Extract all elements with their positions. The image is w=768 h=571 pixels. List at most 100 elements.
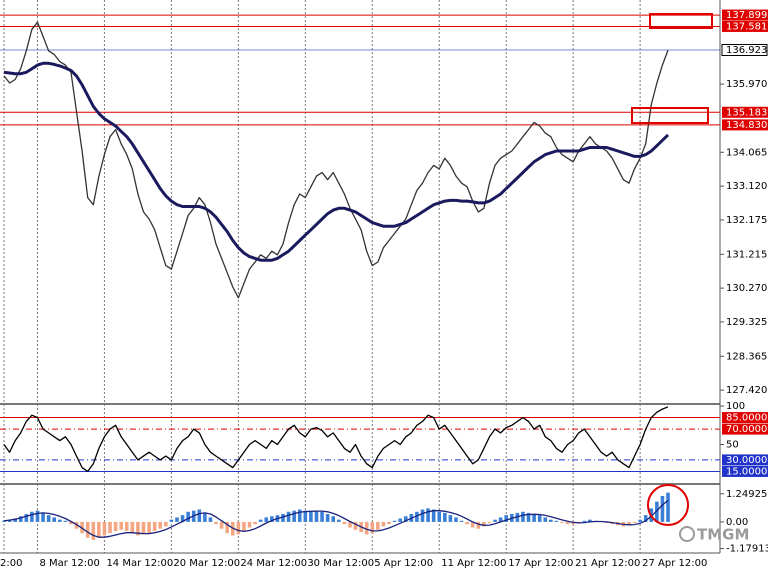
- histogram-bar: [459, 520, 464, 522]
- histogram-bar: [364, 521, 369, 535]
- histogram-bar: [532, 514, 536, 522]
- level-label: 134.830: [726, 120, 767, 131]
- y-tick-label: 0.00: [726, 517, 748, 528]
- histogram-bar: [376, 521, 380, 530]
- level-label-bg: [722, 119, 768, 131]
- level-label-bg: [722, 20, 768, 32]
- histogram-bar: [331, 516, 336, 522]
- histogram-bar: [286, 511, 291, 522]
- histogram-bar: [381, 521, 386, 527]
- histogram-bar: [113, 521, 118, 531]
- y-tick-label: 131.215: [726, 249, 767, 260]
- histogram-bar: [314, 510, 319, 522]
- x-tick-label: 30 Mar 12:00: [307, 558, 374, 569]
- histogram-bar: [270, 516, 274, 522]
- highlight-circle: [647, 484, 689, 526]
- level-label-bg: [722, 423, 768, 435]
- histogram-bar: [560, 521, 564, 524]
- histogram-bar: [219, 521, 224, 529]
- histogram-bar: [387, 521, 391, 525]
- histogram-bar: [660, 496, 665, 522]
- histogram-bar: [582, 520, 587, 522]
- histogram-bar: [18, 516, 23, 522]
- histogram-bar: [487, 521, 492, 524]
- histogram-bar: [13, 518, 17, 522]
- histogram-bar: [292, 510, 296, 522]
- histogram-bar: [164, 521, 168, 527]
- histogram-bar: [242, 521, 246, 531]
- histogram-bar: [521, 511, 525, 522]
- histogram-bar: [666, 492, 670, 522]
- histogram-bar: [130, 521, 135, 534]
- histogram-bar: [186, 511, 190, 522]
- histogram-bar: [309, 511, 313, 522]
- level-label-bg: [722, 412, 768, 424]
- histogram-bar: [152, 521, 157, 531]
- y-tick-label: 100: [726, 401, 745, 412]
- histogram-bar: [398, 518, 402, 522]
- histogram-bar: [58, 519, 62, 522]
- histogram-bar: [147, 521, 151, 534]
- histogram-bar: [337, 519, 341, 522]
- level-label-bg: [722, 9, 768, 21]
- panel-separator: [0, 483, 720, 485]
- y-tick-label: 1.24925: [726, 489, 767, 500]
- histogram-bar: [63, 520, 68, 522]
- histogram-bar: [297, 509, 302, 522]
- y-tick-label: 132.175: [726, 215, 767, 226]
- histogram-bar: [515, 512, 520, 522]
- histogram-bar: [470, 521, 475, 528]
- x-tick-label: 2:00: [0, 558, 22, 569]
- histogram-bar: [85, 521, 90, 538]
- histogram-bar: [102, 521, 107, 536]
- histogram-bar: [52, 517, 57, 522]
- x-tick-label: 14 Mar 12:00: [106, 558, 173, 569]
- x-tick-label: 8 Mar 12:00: [39, 558, 99, 569]
- highlight-box: [631, 107, 709, 124]
- histogram-bar: [35, 510, 40, 522]
- current-price-label: 136.923: [726, 45, 767, 56]
- x-tick-label: 21 Apr 12:00: [575, 558, 640, 569]
- x-tick-label: 11 Apr 12:00: [441, 558, 506, 569]
- histogram-bar: [303, 510, 308, 522]
- histogram-bar: [2, 520, 6, 522]
- histogram-bar: [180, 515, 185, 522]
- histogram-bar: [588, 519, 592, 522]
- histogram-bar: [403, 516, 408, 522]
- histogram-bar: [253, 521, 257, 525]
- histogram-bar: [392, 520, 397, 522]
- level-label-bg: [722, 106, 768, 118]
- histogram-bar: [482, 521, 486, 527]
- watermark: TMGM: [697, 526, 749, 544]
- histogram-bar: [158, 521, 163, 529]
- histogram-bar: [91, 521, 96, 540]
- histogram-bar: [643, 515, 648, 522]
- histogram-bar: [632, 521, 637, 524]
- histogram-bar: [415, 511, 419, 522]
- y-tick-label: 128.365: [726, 351, 767, 362]
- current-price-bg: [721, 43, 768, 56]
- histogram-bar: [141, 521, 146, 535]
- histogram-bar: [443, 512, 447, 522]
- histogram-bar: [258, 519, 263, 522]
- histogram-bar: [30, 511, 34, 522]
- histogram-bar: [203, 512, 207, 522]
- y-tick-label: 50: [726, 440, 739, 451]
- histogram-bar: [236, 521, 241, 535]
- histogram-bar: [169, 519, 174, 522]
- histogram-bar: [325, 514, 330, 522]
- histogram-bar: [119, 521, 123, 530]
- level-label-bg: [722, 465, 768, 477]
- histogram-bar: [448, 515, 453, 522]
- watermark-icon: [679, 526, 695, 542]
- histogram-bar: [476, 521, 481, 529]
- histogram-bar: [498, 517, 503, 522]
- histogram-bar: [437, 511, 442, 522]
- level-label: 137.899: [726, 10, 767, 21]
- histogram-bar: [454, 517, 458, 522]
- y-tick-label: 130.270: [726, 283, 767, 294]
- level-label: 15.0000: [726, 466, 767, 477]
